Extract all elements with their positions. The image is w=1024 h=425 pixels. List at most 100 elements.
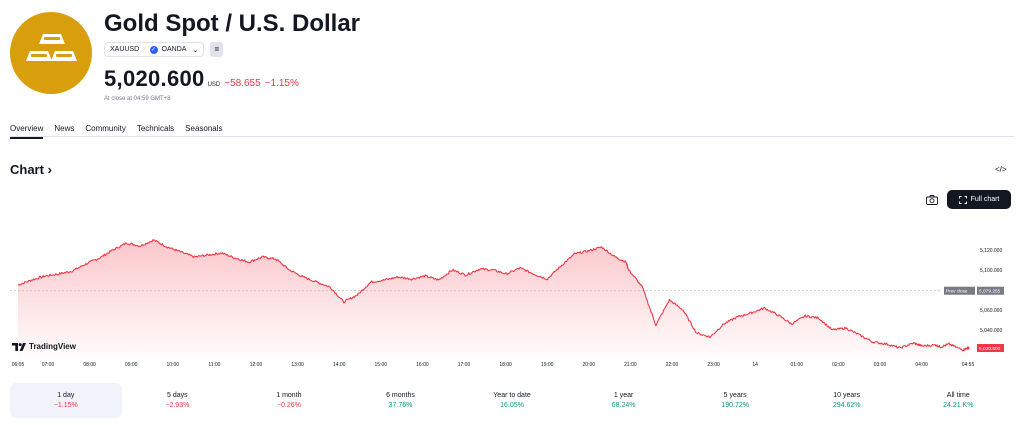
tradingview-label: TradingView — [29, 342, 76, 351]
period-label: 5 days — [167, 392, 188, 399]
period-change: 68.24% — [611, 402, 636, 409]
performance-periods: 1 day −1.15% 5 days −2.93% 1 month −0.26% 6 mo… — [10, 383, 1014, 418]
x-tick-label: 21:00 — [624, 362, 637, 368]
tab-technicals[interactable]: Technicals — [136, 124, 175, 133]
period-label: Year to date — [493, 392, 531, 399]
x-tick-label: 08:00 — [83, 362, 96, 368]
symbol-meta-row: XAUUSD · ✓ OANDA ⌄ = — [104, 42, 224, 57]
period-label: All time — [946, 392, 970, 399]
page-title: Gold Spot / U.S. Dollar — [104, 10, 361, 37]
symbol-tabs: Overview News Community Technicals Seaso… — [10, 124, 223, 139]
period-change: 294.62% — [832, 402, 861, 409]
x-tick-label: 09:00 — [125, 362, 138, 368]
x-tick-label: 18:00 — [499, 362, 512, 368]
y-tick-label: 5,100.000 — [980, 268, 1002, 274]
period-label: 5 years — [723, 392, 747, 399]
period-change: −2.93% — [165, 402, 190, 409]
tabs-divider — [10, 136, 1014, 137]
x-tick-label: 20:00 — [583, 362, 596, 368]
tradingview-logo: TradingView — [12, 342, 76, 351]
period-label: 1 day — [57, 392, 75, 399]
embed-code-icon[interactable]: </> — [995, 165, 1007, 174]
period-6-months[interactable]: 6 months 37.76% — [345, 383, 457, 418]
camera-icon — [926, 195, 938, 205]
period-label: 1 month — [276, 392, 302, 399]
gold-bars-icon — [26, 34, 77, 61]
last-price: 5,020.600 — [104, 66, 205, 91]
full-chart-button[interactable]: Full chart — [947, 190, 1011, 209]
separator-dot: · — [143, 46, 146, 53]
tab-overview[interactable]: Overview — [10, 124, 44, 139]
x-tick-label: 07:00 — [42, 362, 55, 368]
period-change: −1.15% — [53, 402, 78, 409]
period-10-years[interactable]: 10 years 294.62% — [791, 383, 903, 418]
x-tick-label: 14:00 — [333, 362, 346, 368]
x-tick-label: 10:00 — [167, 362, 180, 368]
y-tick-label: 5,060.000 — [980, 308, 1002, 314]
x-tick-label: 12:00 — [250, 362, 263, 368]
x-tick-label: 11:00 — [208, 362, 220, 368]
prev-close-value-bg — [977, 286, 1004, 295]
last-value-label: 5,020.600 — [979, 346, 1001, 352]
tab-news[interactable]: News — [54, 124, 75, 133]
exchange-label: OANDA — [161, 46, 187, 53]
period-change: 24.21 K% — [943, 402, 974, 409]
x-tick-label: 19:00 — [541, 362, 554, 368]
x-tick-label: 03:00 — [874, 362, 887, 368]
x-tick-label: 04:00 — [915, 362, 928, 368]
period-label: 10 years — [833, 392, 861, 399]
last-price-dot — [966, 346, 970, 350]
price-change-percent: −1.15% — [264, 78, 299, 89]
compare-button[interactable]: = — [210, 42, 224, 57]
prev-close-label-bg — [944, 286, 975, 295]
chevron-right-icon: › — [47, 162, 52, 177]
market-close-note: At close at 04:59 GMT+8 — [104, 96, 171, 102]
verified-check-icon: ✓ — [149, 45, 158, 54]
x-tick-label: 22:00 — [666, 362, 679, 368]
tab-seasonals[interactable]: Seasonals — [185, 124, 223, 133]
x-tick-label: 15:00 — [375, 362, 388, 368]
period-5-years[interactable]: 5 years 190.72% — [679, 383, 791, 418]
period-change: 16.05% — [500, 402, 524, 409]
currency-label: USD — [207, 82, 221, 88]
tradingview-logo-icon — [12, 342, 26, 351]
symbol-exchange-selector[interactable]: XAUUSD · ✓ OANDA ⌄ — [104, 42, 205, 57]
x-tick-label: 14 — [752, 362, 758, 368]
expand-icon — [958, 195, 967, 204]
x-tick-label: 13:00 — [291, 362, 304, 368]
chart-heading-label: Chart — [10, 162, 44, 177]
y-tick-label: 5,120.000 — [980, 248, 1002, 254]
period-1-year[interactable]: 1 year 68.24% — [568, 383, 680, 418]
x-tick-label: 01:00 — [791, 362, 804, 368]
full-chart-label: Full chart — [970, 196, 1000, 203]
x-tick-label: 06:05 — [12, 362, 25, 368]
price-area-fill — [18, 239, 968, 356]
prev-close-value: 5,079.255 — [979, 289, 1001, 295]
period-all-time[interactable]: All time 24.21 K% — [903, 383, 1015, 418]
x-tick-label: 16:00 — [416, 362, 429, 368]
chart-section-link[interactable]: Chart › — [10, 162, 52, 177]
period-1-day[interactable]: 1 day −1.15% — [10, 383, 122, 418]
period-label: 6 months — [386, 392, 415, 399]
symbol-label: XAUUSD — [110, 46, 140, 53]
period-change: 37.76% — [388, 402, 413, 409]
price-line — [17, 239, 969, 352]
price-change: −58.655 — [224, 78, 261, 89]
period-1-month[interactable]: 1 month −0.26% — [233, 383, 345, 418]
snapshot-button[interactable] — [923, 192, 941, 208]
last-value-label-bg — [977, 344, 1004, 352]
period-label: 1 year — [613, 392, 634, 399]
x-tick-label: 02:00 — [832, 362, 845, 368]
gold-bars-logo — [10, 12, 92, 94]
y-tick-label: 5,040.000 — [980, 328, 1002, 334]
prev-close-label: Prev close — [946, 289, 968, 294]
price-row: 5,020.600 USD −58.655 −1.15% — [104, 66, 299, 92]
x-tick-label: 04:55 — [962, 362, 975, 368]
period-change: 190.72% — [721, 402, 749, 409]
period-year-to-date[interactable]: Year to date 16.05% — [456, 383, 568, 418]
x-tick-label: 23:00 — [707, 362, 720, 368]
tab-community[interactable]: Community — [85, 124, 126, 133]
period-5-days[interactable]: 5 days −2.93% — [122, 383, 234, 418]
period-change: −0.26% — [276, 402, 301, 409]
